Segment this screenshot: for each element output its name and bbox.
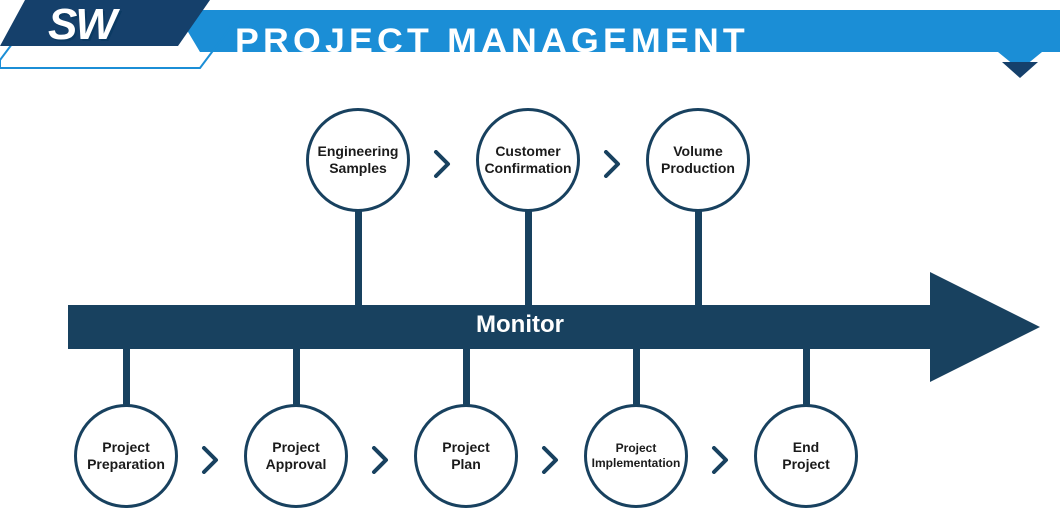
chevron-right-icon — [602, 150, 622, 178]
node-label-line1: End — [793, 439, 819, 457]
node-label-line2: Plan — [451, 456, 481, 474]
node-label-line2: Project — [782, 456, 829, 474]
node-label-line1: Volume — [673, 143, 723, 161]
process-node: CustomerConfirmation — [476, 108, 580, 212]
node-label-line1: Project — [616, 441, 657, 456]
node-label-line1: Project — [102, 439, 149, 457]
connector-stem — [695, 210, 702, 305]
timeline-arrow: Monitor — [68, 272, 1040, 382]
connector-stem — [633, 349, 640, 406]
chevron-right-icon — [540, 446, 560, 474]
node-label-line1: Project — [442, 439, 489, 457]
header-chevron-icon — [998, 52, 1042, 91]
page-title: PROJECT MANAGEMENT — [235, 22, 749, 61]
process-node: EngineeringSamples — [306, 108, 410, 212]
connector-stem — [293, 349, 300, 406]
chevron-right-icon — [370, 446, 390, 474]
process-node: ProjectApproval — [244, 404, 348, 508]
connector-stem — [525, 210, 532, 305]
node-label-line1: Customer — [495, 143, 560, 161]
logo-badge: SW — [0, 0, 220, 50]
process-node: ProjectImplementation — [584, 404, 688, 508]
node-label-line2: Samples — [329, 160, 387, 178]
node-label-line1: Project — [272, 439, 319, 457]
logo-text: SW — [48, 0, 115, 50]
node-label-line1: Engineering — [318, 143, 399, 161]
connector-stem — [355, 210, 362, 305]
process-node: ProjectPreparation — [74, 404, 178, 508]
chevron-right-icon — [710, 446, 730, 474]
node-label-line2: Approval — [266, 456, 327, 474]
process-node: VolumeProduction — [646, 108, 750, 212]
chevron-right-icon — [200, 446, 220, 474]
process-node: EndProject — [754, 404, 858, 508]
node-label-line2: Production — [661, 160, 735, 178]
node-label-line2: Implementation — [592, 456, 681, 471]
connector-stem — [463, 349, 470, 406]
connector-stem — [803, 349, 810, 406]
chevron-right-icon — [432, 150, 452, 178]
node-label-line2: Confirmation — [484, 160, 571, 178]
connector-stem — [123, 349, 130, 406]
process-node: ProjectPlan — [414, 404, 518, 508]
timeline-label: Monitor — [476, 311, 564, 339]
header: PROJECT MANAGEMENT SW — [0, 0, 1060, 70]
node-label-line2: Preparation — [87, 456, 165, 474]
